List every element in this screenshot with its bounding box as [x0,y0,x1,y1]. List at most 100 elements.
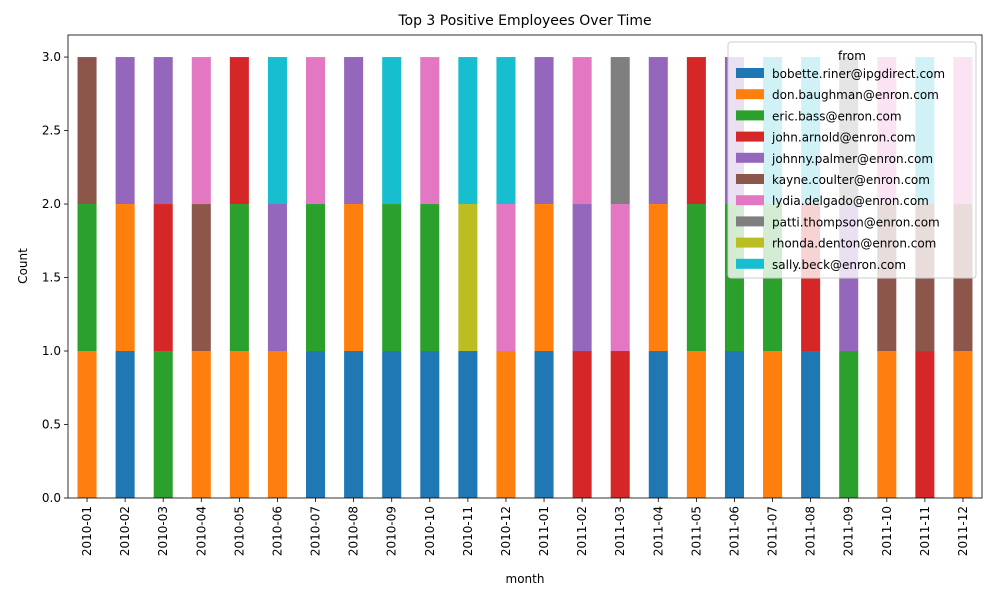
legend-label: john.arnold@enron.com [771,131,916,145]
legend-label: rhonda.denton@enron.com [772,237,936,251]
bar-segment [610,351,630,498]
x-tick-label: 2010-07 [309,506,323,556]
bar-segment [420,57,440,205]
y-tick-label: 3.0 [42,50,61,64]
bar-segment [534,204,554,352]
bar-segment [877,351,897,498]
bar-segment [77,204,97,352]
bar-segment [153,351,173,498]
bar-segment [496,204,516,352]
x-tick-label: 2010-08 [347,506,361,556]
bar-segment [229,204,249,352]
x-tick-label: 2010-10 [423,506,437,556]
bar-segment [496,351,516,498]
legend-swatch [736,152,764,163]
legend-label: eric.bass@enron.com [772,109,902,123]
legend-label: sally.beck@enron.com [772,258,906,272]
legend-label: kayne.coulter@enron.com [772,173,930,187]
bar-segment [191,57,211,205]
x-tick-label: 2010-06 [270,506,284,556]
bar-segment [801,351,821,498]
chart-title: Top 3 Positive Employees Over Time [397,13,651,29]
legend-label: lydia.delgado@enron.com [772,194,929,208]
legend-swatch [736,110,764,121]
bar-segment [648,57,668,205]
bar-segment [306,57,326,205]
legend: from bobette.riner@ipgdirect.com don.baug… [727,41,977,279]
y-axis: 0.0 0.5 1.0 1.5 2.0 2.5 3.0 [42,50,68,505]
bar-segment [686,204,706,352]
legend-swatch [736,237,764,248]
x-tick-label: 2010-11 [461,506,475,556]
bar-segment [572,351,592,498]
bar-segment [344,204,364,352]
y-tick-label: 0.0 [42,491,61,505]
bar-segment [191,204,211,352]
legend-entries: bobette.riner@ipgdirect.com don.baughman@… [736,67,945,272]
x-tick-label: 2011-12 [956,506,970,556]
bar-segment [267,351,287,498]
bar-segment [458,57,478,205]
x-tick-label: 2010-09 [385,506,399,556]
x-axis-title: month [506,572,545,586]
bar-segment [458,351,478,498]
bar-segment [267,57,287,205]
legend-swatch [736,258,764,269]
bar-segment [77,351,97,498]
bar-segment [724,351,744,498]
x-tick-label: 2011-07 [766,506,780,556]
bar-segment [572,57,592,205]
x-axis: 2010-01 2010-02 2010-03 2010-04 2010-05 2010-… [80,498,970,556]
y-tick-label: 1.0 [42,344,61,358]
x-tick-label: 2011-06 [727,506,741,556]
legend-label: patti.thompson@enron.com [772,215,940,229]
bar-segment [306,351,326,498]
bar-segment [572,204,592,352]
bar-segment [534,57,554,205]
bar-segment [953,351,973,498]
x-tick-label: 2010-12 [499,506,513,556]
bar-segment [229,351,249,498]
legend-swatch [736,89,764,100]
bar-segment [115,57,135,205]
bar-segment [191,351,211,498]
x-tick-label: 2011-03 [613,506,627,556]
bar-segment [344,351,364,498]
legend-swatch [736,174,764,184]
bar-segment [229,57,249,205]
legend-swatch [736,131,764,142]
legend-label: johnny.palmer@enron.com [771,152,933,166]
bar-segment [306,204,326,352]
legend-swatch [736,216,764,227]
x-tick-label: 2011-09 [842,506,856,556]
x-tick-label: 2010-02 [118,506,132,556]
bar-segment [153,57,173,205]
x-tick-label: 2011-11 [918,506,932,556]
y-tick-label: 2.5 [42,124,61,138]
bar-segment [153,204,173,352]
legend-title: from [838,49,866,63]
bar-segment [915,351,935,498]
bar-segment [267,204,287,352]
x-tick-label: 2011-10 [880,506,894,556]
legend-box [727,41,977,279]
bar-segment [496,57,516,205]
x-tick-label: 2011-02 [575,506,589,556]
legend-label: don.baughman@enron.com [772,88,939,102]
bar-segment [839,351,859,498]
x-tick-label: 2010-05 [232,506,246,556]
y-tick-label: 2.0 [42,197,61,211]
bar-segment [458,204,478,352]
x-tick-label: 2011-08 [804,506,818,556]
bar-segment [382,57,402,205]
y-tick-label: 0.5 [42,418,61,432]
legend-swatch [736,68,764,78]
bar-segment [763,351,783,498]
bar-segment [686,57,706,205]
bar-segment [420,204,440,352]
x-tick-label: 2010-01 [80,506,94,556]
bar-segment [382,204,402,352]
bar-segment [648,204,668,352]
x-tick-label: 2011-05 [689,506,703,556]
